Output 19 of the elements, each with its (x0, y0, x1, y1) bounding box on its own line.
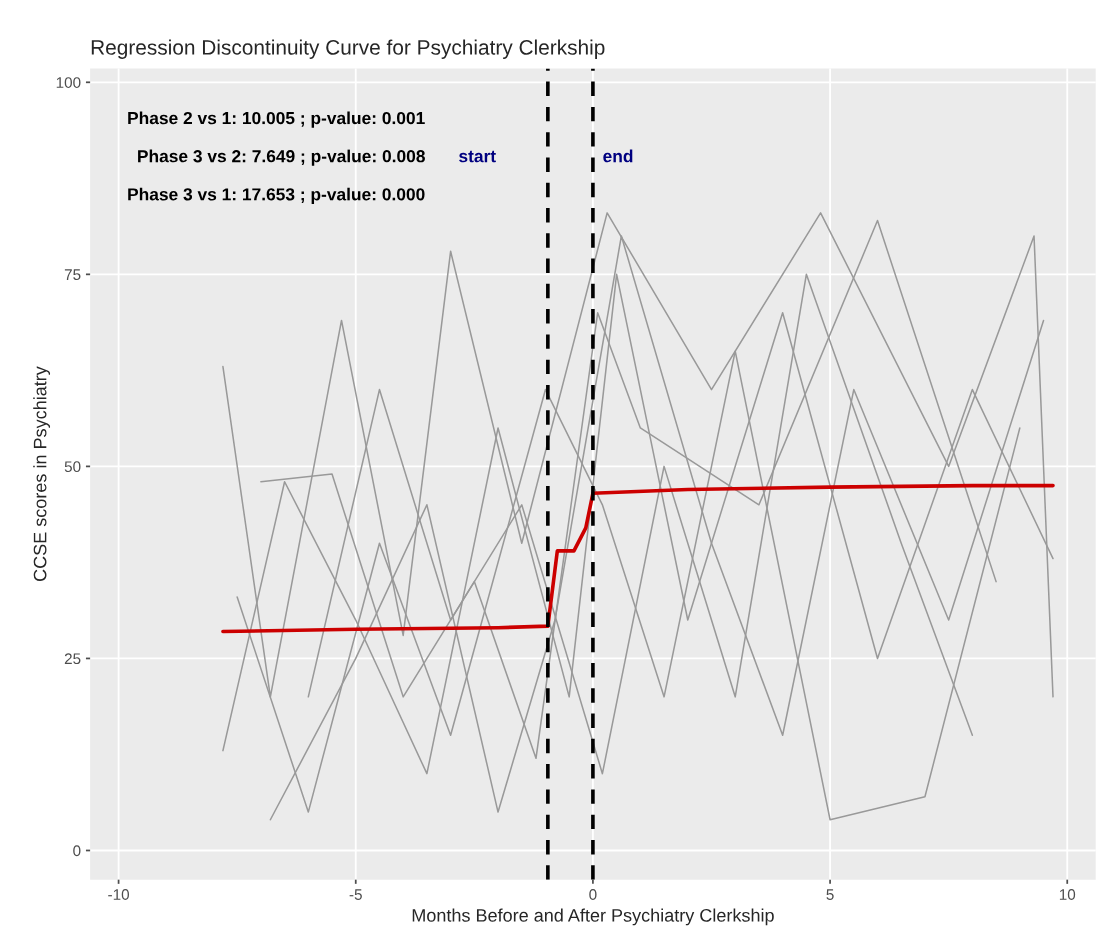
annotation: end (603, 149, 633, 163)
x-tick-label: 5 (826, 889, 834, 900)
x-tick-label: 10 (1059, 889, 1076, 900)
y-tick-label: 100 (56, 77, 81, 88)
y-tick-label: 75 (64, 269, 81, 281)
y-tick-label: 0 (73, 845, 81, 857)
line-series (221, 483, 1055, 634)
x-axis-title: Months Before and After Psychiatry Clerkship (412, 908, 774, 926)
y-tick-label: 25 (64, 653, 81, 665)
y-axis-title: CCSE scores in Psychiatry (33, 366, 51, 582)
y-tick-label: 50 (64, 461, 81, 473)
x-tick-label: -5 (349, 889, 362, 900)
x-tick-label: -10 (108, 889, 130, 900)
annotation: Phase 3 vs 2: 7.649 ; p-value: 0.008 (138, 149, 425, 166)
annotation: Phase 3 vs 1: 17.653 ; p-value: 0.000 (128, 187, 425, 204)
annotation: Phase 2 vs 1: 10.005 ; p-value: 0.001 (128, 111, 425, 128)
x-tick-label: 0 (589, 889, 597, 900)
annotation: start (459, 150, 496, 163)
chart-title: Regression Discontinuity Curve for Psychiatry Clerkship (91, 39, 605, 59)
